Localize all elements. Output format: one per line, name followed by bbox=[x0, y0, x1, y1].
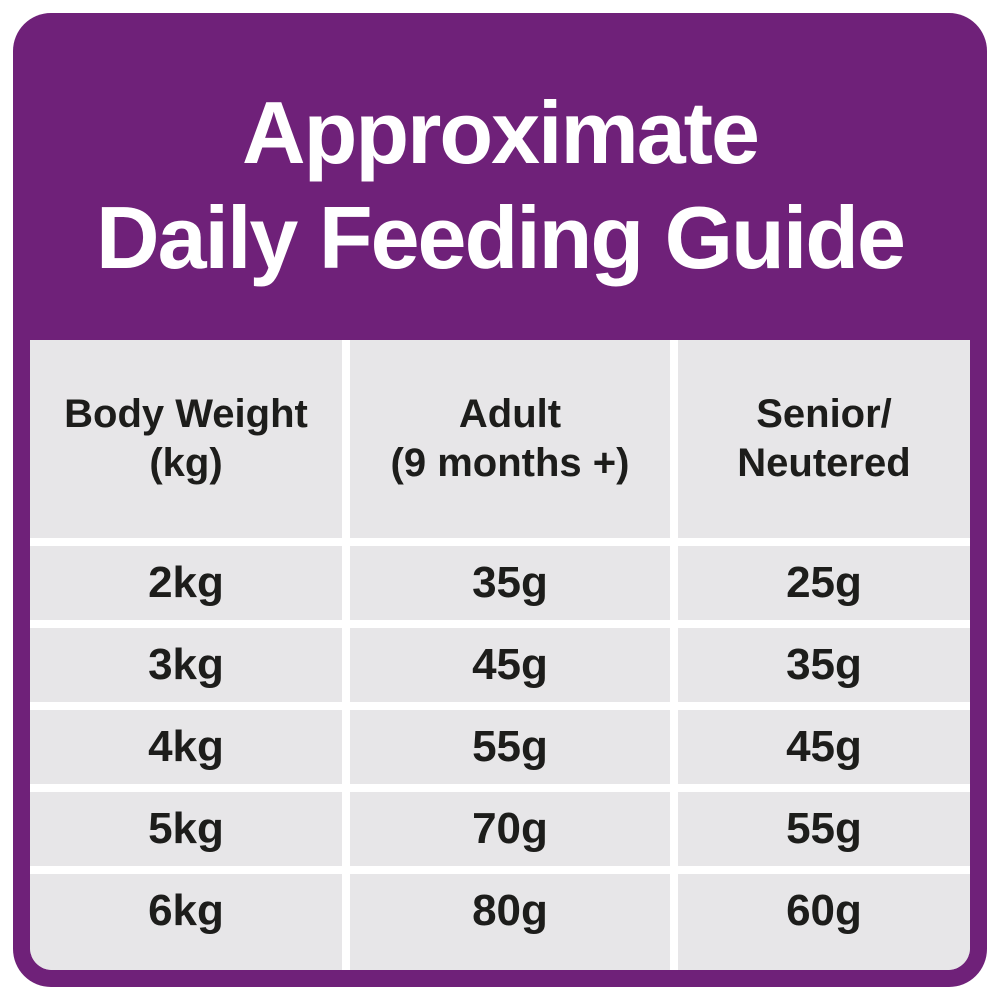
table-cell-senior-3kg: 35g bbox=[678, 628, 970, 702]
column-header-adult-line2: (9 months +) bbox=[390, 441, 630, 485]
column-header-adult: Adult (9 months +) bbox=[350, 340, 670, 538]
table-cell-weight-2kg: 2kg bbox=[30, 546, 342, 620]
table-cell-adult-5kg: 70g bbox=[350, 792, 670, 866]
page-title-line-2: Daily Feeding Guide bbox=[96, 187, 906, 287]
table-cell-senior-5kg: 55g bbox=[678, 792, 970, 866]
column-header-body-weight-line1: Body Weight bbox=[64, 392, 308, 437]
table-cell-senior-6kg: 60g bbox=[678, 874, 970, 970]
feeding-table: Body Weight (kg) Adult (9 months +) Seni… bbox=[30, 340, 970, 970]
column-header-body-weight: Body Weight (kg) bbox=[30, 340, 342, 538]
column-header-adult-line1: Adult bbox=[458, 392, 562, 437]
table-cell-adult-3kg: 45g bbox=[350, 628, 670, 702]
page-title-line-1: Approximate bbox=[242, 82, 760, 182]
column-header-senior-neutered: Senior/ Neutered bbox=[678, 340, 970, 538]
column-header-senior-line2: Neutered bbox=[737, 441, 911, 485]
table-cell-adult-4kg: 55g bbox=[350, 710, 670, 784]
feeding-guide-card: Approximate Daily Feeding Guide Body Wei… bbox=[13, 13, 987, 987]
table-cell-adult-2kg: 35g bbox=[350, 546, 670, 620]
table-cell-weight-3kg: 3kg bbox=[30, 628, 342, 702]
table-cell-senior-4kg: 45g bbox=[678, 710, 970, 784]
column-header-body-weight-line2: (kg) bbox=[149, 441, 223, 485]
table-cell-senior-2kg: 25g bbox=[678, 546, 970, 620]
table-cell-weight-4kg: 4kg bbox=[30, 710, 342, 784]
column-header-senior-line1: Senior/ bbox=[756, 392, 892, 437]
table-cell-weight-6kg: 6kg bbox=[30, 874, 342, 970]
table-cell-weight-5kg: 5kg bbox=[30, 792, 342, 866]
table-cell-adult-6kg: 80g bbox=[350, 874, 670, 970]
title-band: Approximate Daily Feeding Guide bbox=[13, 13, 987, 340]
